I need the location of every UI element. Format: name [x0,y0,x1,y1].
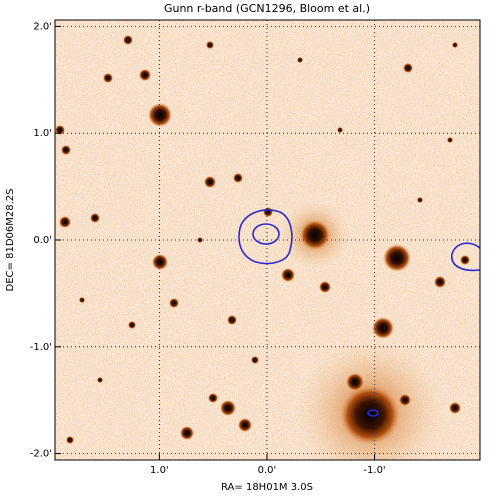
y-tick-label: 2.0' [33,21,52,32]
contour [238,209,293,265]
contours [238,209,481,417]
chart-title: Gunn r-band (GCN1296, Bloom et al.) [164,2,370,15]
x-axis-label: RA= 18H01M 3.0S [221,482,313,493]
x-tick-label: -1.0' [363,465,385,476]
grid [55,20,480,460]
y-tick-label: 0.0' [33,235,52,246]
contour [451,242,481,272]
y-tick-label: -2.0' [30,449,52,460]
contour [252,223,280,245]
sky-image [55,20,480,460]
x-tick-label: 0.0' [258,465,277,476]
stars [55,35,470,445]
y-tick-label: 1.0' [33,128,52,139]
y-tick-label: -1.0' [30,342,52,353]
x-tick-label: 1.0' [150,465,169,476]
y-axis-label: DEC= 81D06M28.2S [5,189,16,292]
contour [367,409,379,417]
